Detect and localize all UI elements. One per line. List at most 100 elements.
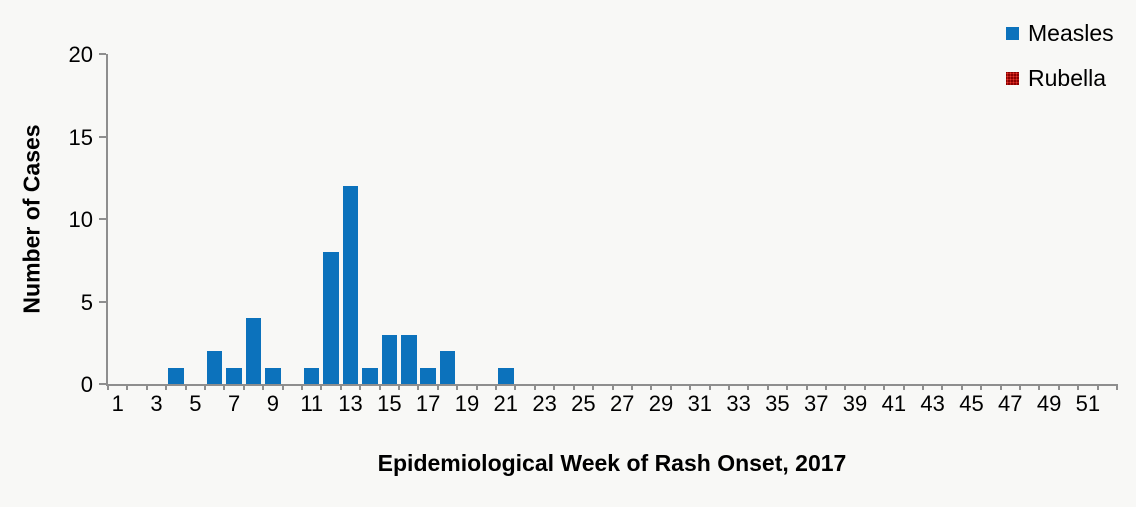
bar-measles-week-4 <box>168 367 184 384</box>
bar-measles-week-7 <box>226 367 242 384</box>
x-axis-tick <box>708 384 711 390</box>
x-axis-tick <box>1018 384 1021 390</box>
x-tick-label: 27 <box>609 391 635 416</box>
x-axis-tick <box>126 384 129 390</box>
bars-layer <box>108 54 1117 384</box>
x-axis-tick <box>223 384 226 390</box>
x-tick-label: 21 <box>493 391 519 416</box>
x-axis-tick <box>999 384 1002 390</box>
legend: Measles Rubella <box>1006 20 1114 91</box>
y-ticks-layer <box>99 53 1117 385</box>
x-axis-tick <box>359 384 362 390</box>
x-tick-label: 5 <box>189 391 202 416</box>
y-axis-tick <box>99 135 106 138</box>
bar-measles-week-12 <box>323 252 339 384</box>
y-labels-layer: 0 5 10 15 20 <box>69 44 1117 396</box>
x-axis-tick <box>242 384 245 390</box>
x-axis-tick <box>1038 384 1041 390</box>
x-axis-tick <box>456 384 459 390</box>
x-axis-tick <box>611 384 614 390</box>
x-tick-label: 35 <box>765 391 790 416</box>
plot-area: 1 3 5 7 9 11 13 15 17 19 21 23 25 27 29 31 33 35 37 39 41 43 4… <box>69 44 1118 415</box>
y-axis-title: Number of Cases <box>18 124 45 314</box>
x-axis-tick <box>301 384 304 390</box>
y-axis-tick <box>99 383 106 385</box>
x-axis-tick <box>592 384 595 390</box>
y-tick-label: 15 <box>68 124 93 150</box>
x-axis-tick <box>1096 384 1099 390</box>
x-tick-label: 1 <box>111 391 124 416</box>
x-axis-tick <box>145 384 148 390</box>
x-tick-label: 41 <box>881 391 907 416</box>
x-labels-layer: 1 3 5 7 9 11 13 15 17 19 21 23 25 27 29 31 33 35 37 39 41 43 4… <box>108 54 1117 415</box>
x-axis-tick <box>980 384 983 390</box>
x-axis-tick <box>747 384 750 390</box>
bar-measles-week-21 <box>498 367 514 384</box>
x-axis-tick <box>844 384 847 390</box>
y-axis-tick <box>99 53 106 55</box>
x-axis-tick <box>786 384 789 390</box>
x-axis-tick <box>475 384 478 390</box>
x-axis-tick <box>204 384 207 390</box>
bar-measles-week-11 <box>303 367 320 384</box>
legend-item-rubella: Rubella <box>1006 65 1114 91</box>
x-tick-label: 17 <box>415 391 441 416</box>
x-tick-label: 19 <box>454 391 480 416</box>
x-tick-label: 33 <box>726 391 751 416</box>
x-tick-label: 11 <box>300 391 324 416</box>
x-axis-tick <box>921 384 924 390</box>
x-axis-tick <box>824 384 827 390</box>
x-axis-tick <box>378 384 381 390</box>
x-axis-tick <box>941 384 944 390</box>
x-tick-label: 7 <box>228 391 241 416</box>
x-axis-tick <box>514 384 517 390</box>
x-axis-tick <box>165 384 168 390</box>
x-axis-tick <box>495 384 498 390</box>
rubella-legend-swatch-icon <box>1006 71 1019 85</box>
measles-legend-swatch-icon <box>1006 26 1019 40</box>
bar-measles-week-18 <box>439 351 456 384</box>
x-axis-tick <box>436 384 439 390</box>
x-ticks-layer <box>107 54 1118 390</box>
x-tick-label: 45 <box>959 391 984 416</box>
x-axis-tick <box>417 384 420 390</box>
x-axis-tick <box>960 384 963 390</box>
bar-measles-week-16 <box>400 334 417 384</box>
y-tick-label: 0 <box>80 372 93 397</box>
x-tick-label: 25 <box>571 391 596 416</box>
x-axis-tick <box>630 384 633 390</box>
legend-label-measles: Measles <box>1028 19 1114 46</box>
y-tick-label: 20 <box>68 42 93 67</box>
x-tick-label: 31 <box>687 391 713 416</box>
x-axis-tick <box>1057 384 1060 390</box>
x-axis-tick <box>1077 384 1080 390</box>
y-axis-tick <box>99 218 106 220</box>
x-tick-label: 37 <box>803 391 829 416</box>
x-tick-label: 39 <box>842 391 868 416</box>
legend-item-measles: Measles <box>1006 20 1114 46</box>
x-axis-tick <box>398 384 401 390</box>
x-axis-tick <box>533 384 536 390</box>
bar-measles-week-6 <box>206 351 223 384</box>
bar-measles-week-17 <box>420 367 436 384</box>
bar-measles-week-9 <box>265 367 281 384</box>
bar-measles-week-8 <box>245 318 262 384</box>
x-axis-tick <box>107 384 109 390</box>
x-axis-tick <box>766 384 769 390</box>
x-tick-label: 9 <box>266 391 280 416</box>
x-axis-tick <box>805 384 808 390</box>
x-axis-tick <box>1116 384 1118 390</box>
x-axis-tick <box>281 384 284 390</box>
x-axis-tick <box>320 384 323 390</box>
x-tick-label: 3 <box>150 391 163 416</box>
x-tick-label: 23 <box>532 391 557 416</box>
bar-measles-week-13 <box>342 186 359 384</box>
x-tick-label: 49 <box>1036 391 1062 416</box>
x-axis-title: Epidemiological Week of Rash Onset, 2017 <box>377 450 847 476</box>
x-axis-tick <box>339 384 342 390</box>
x-axis-tick <box>727 384 730 390</box>
x-axis-tick <box>262 384 265 390</box>
x-tick-label: 43 <box>920 391 945 416</box>
x-tick-label: 13 <box>338 391 363 416</box>
